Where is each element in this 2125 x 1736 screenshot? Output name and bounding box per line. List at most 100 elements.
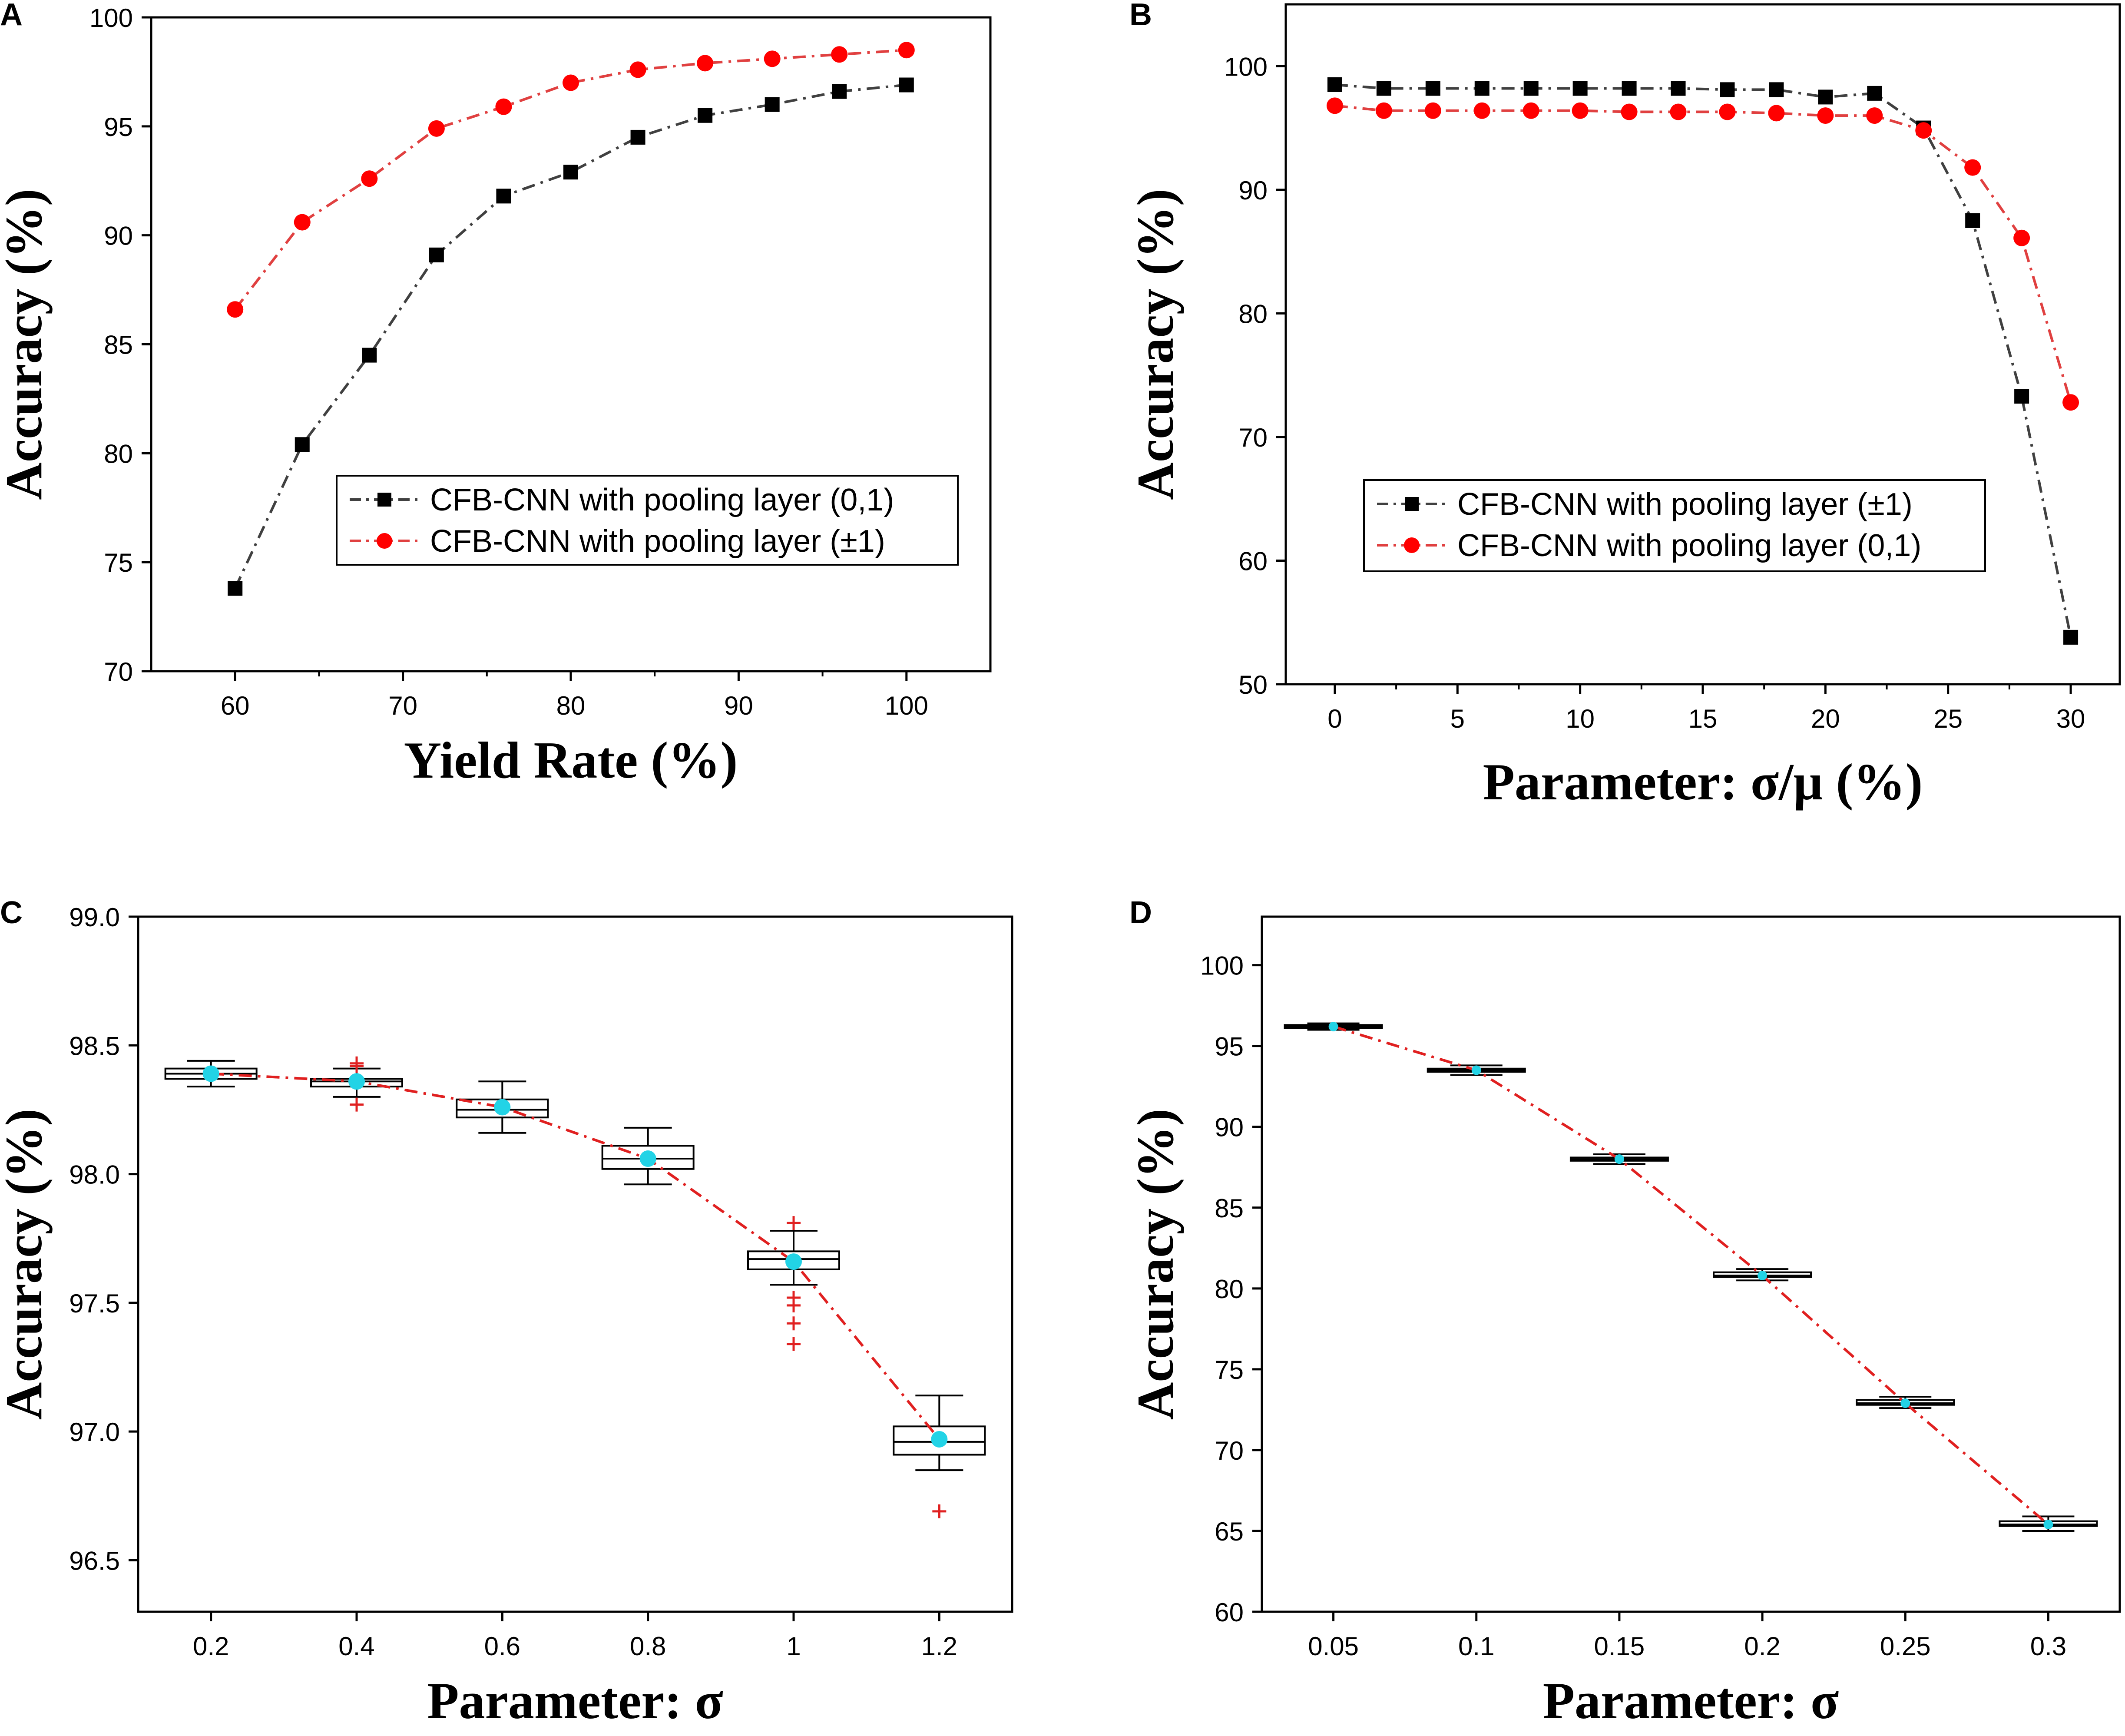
data-point — [361, 170, 378, 187]
y-tick-label: 85 — [1215, 1194, 1244, 1223]
series-line — [1334, 83, 2072, 638]
data-point — [1327, 77, 1342, 92]
x-axis-title: Parameter: σ — [1543, 1672, 1839, 1729]
data-point — [1523, 81, 1539, 96]
box-outlier — [787, 1316, 801, 1331]
y-tick-label: 60 — [1215, 1598, 1244, 1627]
data-point — [765, 97, 780, 112]
x-tick-label: 0.05 — [1308, 1632, 1359, 1661]
x-tick-label: 25 — [1933, 704, 1963, 733]
mean-point — [785, 1253, 802, 1270]
data-point — [1818, 89, 1833, 105]
data-point — [1376, 81, 1391, 96]
plot-frame — [137, 915, 1013, 1613]
x-tick-label: 5 — [1450, 704, 1465, 733]
data-point — [1622, 81, 1637, 96]
x-tick-label: 0.1 — [1458, 1632, 1494, 1661]
y-tick-label: 70 — [104, 657, 133, 686]
x-tick-label: 100 — [885, 691, 928, 720]
x-axis-title: Parameter: σ/μ (%) — [1483, 753, 1923, 811]
mean-trend-line — [211, 1072, 940, 1440]
data-point — [1572, 81, 1588, 96]
data-point — [496, 189, 511, 204]
x-tick-label: 30 — [2056, 704, 2085, 733]
y-tick-label: 85 — [104, 331, 133, 360]
panel-c: C 0.2 0.4 0.6 0.8 1 1.2 96.5 97.0 97.5 98.0 98.5 99.… — [0, 895, 1013, 1729]
y-tick-label: 98.5 — [69, 1031, 120, 1060]
box-outlier — [350, 1097, 364, 1112]
series-line — [1334, 104, 2072, 403]
legend-marker — [1405, 497, 1419, 511]
data-point — [832, 84, 847, 99]
y-tick-label: 80 — [1215, 1275, 1244, 1304]
data-point — [1671, 81, 1686, 96]
box-outlier — [932, 1504, 947, 1518]
mean-point — [1471, 1065, 1481, 1075]
data-point — [428, 120, 445, 137]
x-tick-label: 0.8 — [630, 1632, 666, 1661]
data-point — [2013, 229, 2030, 246]
legend-box — [1363, 479, 1986, 572]
mean-point — [1758, 1271, 1768, 1281]
x-tick-label: 60 — [221, 691, 250, 720]
plot-frame — [1284, 3, 2121, 686]
legend-label: CFB-CNN with pooling layer (±1) — [430, 524, 885, 559]
data-point — [2062, 394, 2079, 411]
data-point — [698, 108, 713, 123]
legend-label: CFB-CNN with pooling layer (0,1) — [430, 483, 894, 517]
mean-trend-line — [1333, 1025, 2049, 1526]
legend-marker — [377, 493, 391, 507]
mean-point — [1614, 1154, 1624, 1164]
x-tick-label: 0.2 — [193, 1632, 229, 1661]
legend-label: CFB-CNN with pooling layer (±1) — [1457, 487, 1913, 522]
data-point — [563, 165, 578, 180]
y-axis-title: Accuracy (%) — [1126, 1109, 1184, 1420]
data-point — [294, 214, 311, 231]
plot-frame — [1261, 915, 2121, 1613]
y-tick-label: 96.5 — [69, 1546, 120, 1575]
legend-marker — [377, 533, 392, 549]
mean-point — [494, 1099, 511, 1116]
x-tick-label: 80 — [556, 691, 586, 720]
data-point — [1473, 102, 1490, 119]
panel-letter: D — [1129, 895, 1152, 930]
y-tick-label: 97.0 — [69, 1418, 120, 1447]
data-point — [362, 348, 377, 363]
data-point — [1915, 122, 1932, 139]
series-line — [234, 49, 907, 311]
y-tick-label: 75 — [1215, 1355, 1244, 1385]
data-point — [899, 77, 914, 93]
y-tick-label: 50 — [1238, 670, 1268, 699]
legend-box — [336, 475, 959, 566]
y-tick-label: 95 — [104, 113, 133, 142]
x-tick-label: 0.25 — [1880, 1632, 1931, 1661]
x-tick-label: 0.4 — [338, 1632, 374, 1661]
x-axis-title: Parameter: σ — [427, 1672, 723, 1729]
data-point — [1817, 107, 1834, 124]
box-outlier — [350, 1059, 364, 1073]
y-tick-label: 65 — [1215, 1517, 1244, 1546]
box-outlier — [787, 1216, 801, 1230]
data-point — [1768, 105, 1785, 122]
mean-point — [348, 1073, 365, 1090]
data-point — [1326, 97, 1343, 114]
mean-point — [1900, 1398, 1910, 1408]
data-point — [1621, 103, 1638, 120]
y-axis-title: Accuracy (%) — [0, 1109, 53, 1420]
y-tick-label: 99.0 — [69, 903, 120, 932]
data-point — [1965, 213, 1980, 228]
y-tick-label: 100 — [1200, 951, 1244, 981]
legend-label: CFB-CNN with pooling layer (0,1) — [1457, 528, 1921, 563]
y-tick-label: 60 — [1238, 547, 1268, 576]
mean-point — [1328, 1022, 1338, 1032]
box-outlier — [787, 1298, 801, 1312]
data-point — [1425, 81, 1440, 96]
x-axis-title: Yield Rate (%) — [404, 731, 738, 789]
data-point — [1867, 86, 1882, 101]
y-tick-label: 90 — [104, 222, 133, 251]
x-tick-label: 1.2 — [921, 1632, 957, 1661]
mean-point — [931, 1431, 948, 1448]
x-tick-label: 0.15 — [1594, 1632, 1645, 1661]
data-point — [295, 437, 310, 452]
